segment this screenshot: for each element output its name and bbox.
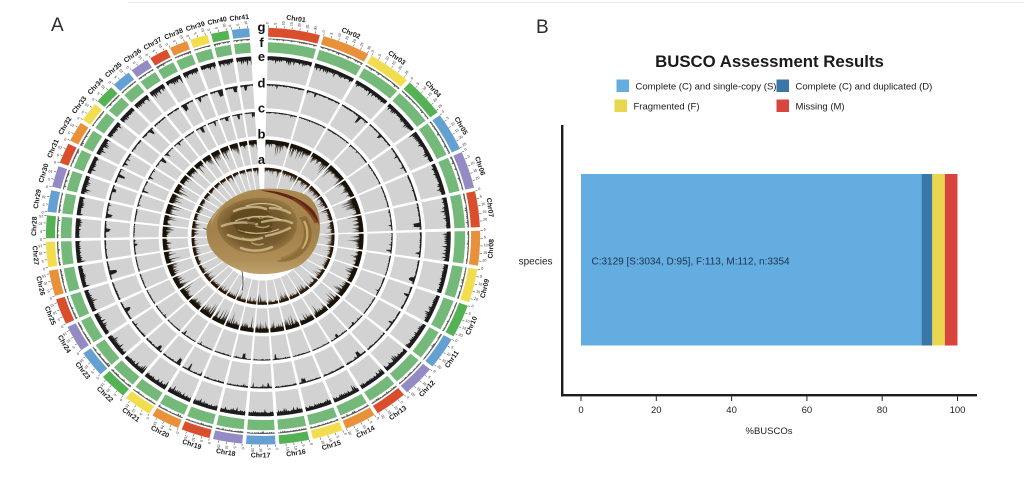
svg-text:0: 0 (40, 237, 42, 241)
svg-text:Chr28: Chr28 (31, 216, 39, 236)
svg-text:B: B (536, 17, 549, 38)
svg-text:5: 5 (484, 235, 486, 239)
svg-text:100: 100 (950, 405, 966, 416)
svg-text:C:3129 [S:3034, D:95], F:113,: C:3129 [S:3034, D:95], F:113, M:112, n:3… (592, 257, 791, 268)
svg-text:d: d (258, 76, 266, 91)
svg-text:20: 20 (483, 218, 487, 222)
svg-text:60: 60 (802, 405, 813, 416)
svg-text:0: 0 (265, 22, 269, 24)
svg-text:a: a (258, 152, 266, 167)
svg-text:10: 10 (38, 222, 42, 226)
svg-text:Fragmented (F): Fragmented (F) (634, 102, 700, 113)
svg-text:15: 15 (483, 251, 487, 255)
svg-text:5: 5 (273, 23, 277, 25)
svg-text:25: 25 (305, 24, 310, 29)
svg-text:Chr08: Chr08 (488, 239, 496, 259)
svg-text:Complete (C) and single-copy (: Complete (C) and single-copy (S) (636, 82, 777, 93)
svg-text:Chr17: Chr17 (251, 452, 271, 459)
svg-text:15: 15 (38, 244, 42, 248)
svg-text:e: e (258, 49, 265, 64)
svg-text:g: g (258, 20, 266, 35)
svg-text:5: 5 (40, 229, 42, 233)
svg-text:80: 80 (877, 405, 888, 416)
svg-text:5: 5 (236, 23, 240, 25)
svg-text:20: 20 (651, 405, 662, 416)
svg-text:species: species (519, 257, 553, 268)
svg-text:20: 20 (482, 258, 486, 262)
svg-text:10: 10 (39, 251, 43, 255)
svg-text:0: 0 (275, 448, 279, 450)
svg-text:%BUSCOs: %BUSCOs (746, 426, 793, 437)
svg-text:15: 15 (482, 210, 486, 214)
svg-text:f: f (259, 35, 264, 50)
svg-text:0: 0 (484, 228, 486, 232)
svg-text:Complete (C) and duplicated (D: Complete (C) and duplicated (D) (796, 82, 933, 93)
svg-text:A: A (51, 15, 64, 36)
svg-text:0: 0 (578, 405, 583, 416)
svg-text:10: 10 (244, 21, 248, 25)
svg-text:0: 0 (241, 447, 245, 449)
svg-text:c: c (258, 101, 265, 116)
svg-text:40: 40 (726, 405, 737, 416)
svg-text:10: 10 (42, 194, 47, 199)
svg-text:Missing (M): Missing (M) (796, 102, 845, 113)
svg-text:BUSCO Assessment Results: BUSCO Assessment Results (655, 52, 884, 71)
svg-text:10: 10 (481, 202, 486, 207)
svg-text:b: b (258, 127, 266, 142)
svg-text:10: 10 (484, 243, 488, 247)
svg-text:10: 10 (281, 21, 285, 25)
svg-text:5: 5 (267, 448, 271, 450)
